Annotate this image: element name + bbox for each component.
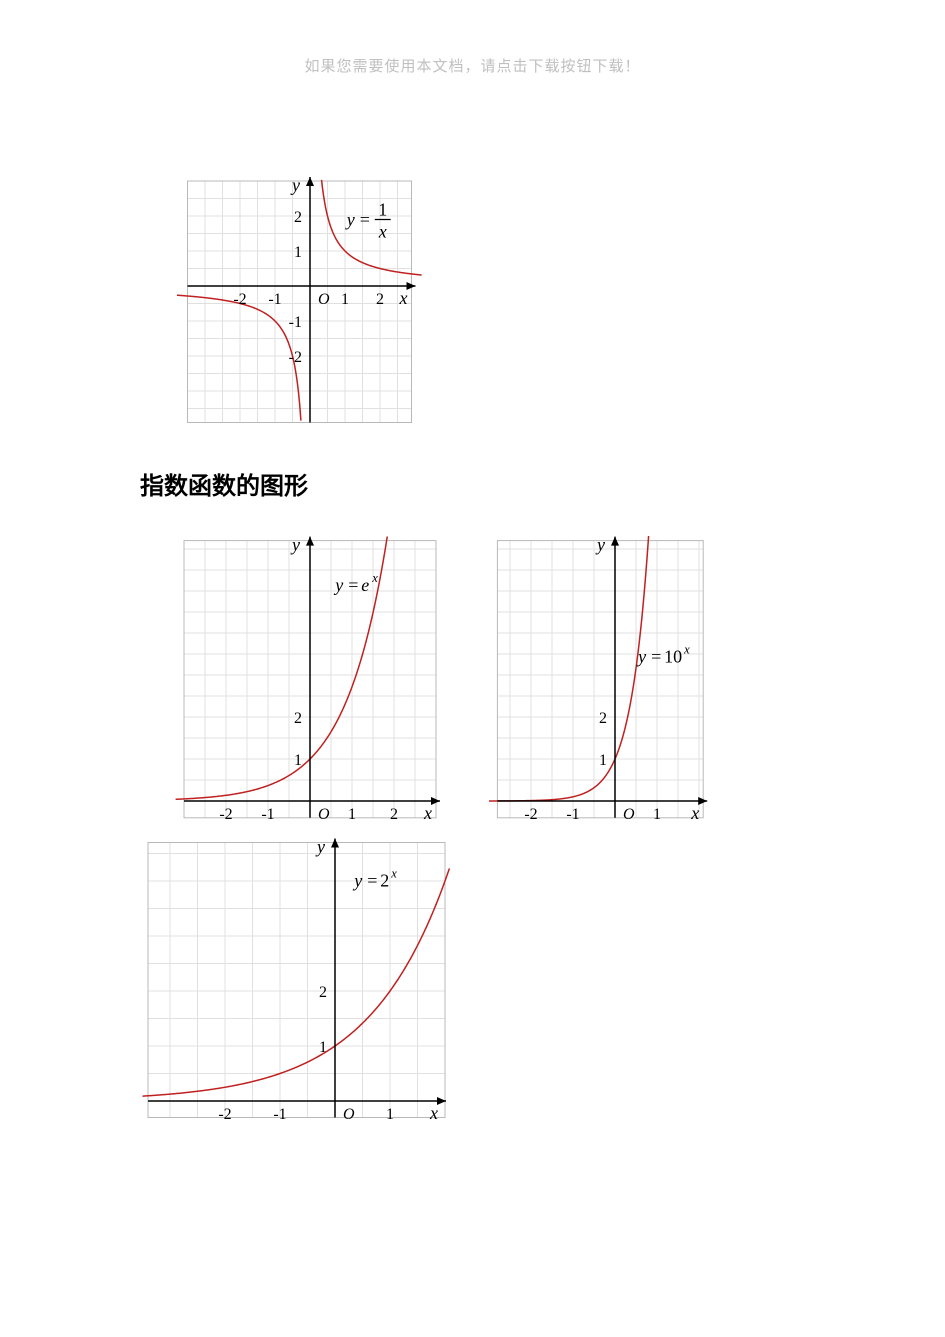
svg-text:x: x [390, 867, 397, 881]
svg-text:1: 1 [319, 1039, 327, 1056]
chart-row-exp-bottom: -2-1112Oxyy=2x [140, 831, 945, 1131]
svg-text:-1: -1 [566, 806, 579, 821]
svg-text:-1: -1 [268, 291, 281, 308]
chart-exp-e: -2-11212Oxyy=ex [160, 521, 455, 821]
svg-text:y: y [345, 210, 355, 230]
svg-text:=: = [651, 646, 661, 666]
svg-text:x: x [423, 803, 432, 821]
svg-text:O: O [343, 1106, 355, 1121]
svg-text:-2: -2 [524, 806, 537, 821]
svg-text:e: e [361, 575, 369, 595]
svg-text:=: = [348, 575, 358, 595]
svg-text:-2: -2 [289, 349, 302, 366]
svg-text:x: x [399, 288, 408, 308]
svg-text:y: y [315, 837, 325, 857]
svg-text:y: y [352, 871, 362, 891]
svg-text:2: 2 [599, 710, 607, 727]
svg-text:-1: -1 [289, 314, 302, 331]
svg-text:1: 1 [294, 244, 302, 261]
svg-text:y: y [290, 175, 300, 195]
svg-text:y: y [290, 535, 300, 555]
svg-text:x: x [683, 642, 690, 656]
svg-text:O: O [318, 806, 330, 821]
svg-text:x: x [690, 803, 699, 821]
svg-text:x: x [378, 222, 387, 242]
chart-row-reciprocal: -2-112-2-112Oxyy=1x [160, 116, 945, 436]
svg-text:-2: -2 [233, 291, 246, 308]
document-page: 如果您需要使用本文档，请点击下载按钮下载！ -2-112-2-112Oxyy=1… [0, 0, 945, 1171]
chart-reciprocal: -2-112-2-112Oxyy=1x [160, 116, 430, 426]
svg-text:2: 2 [319, 984, 327, 1001]
svg-text:1: 1 [341, 291, 349, 308]
svg-text:=: = [360, 210, 370, 230]
svg-text:1: 1 [599, 752, 607, 769]
svg-text:y: y [333, 575, 343, 595]
section-heading: 指数函数的图形 [140, 466, 945, 501]
svg-text:1: 1 [653, 806, 661, 821]
svg-text:y: y [636, 646, 646, 666]
svg-text:-1: -1 [261, 806, 274, 821]
svg-text:2: 2 [376, 291, 384, 308]
svg-text:2: 2 [294, 209, 302, 226]
svg-text:1: 1 [386, 1106, 394, 1121]
svg-text:-2: -2 [219, 806, 232, 821]
svg-text:1: 1 [294, 752, 302, 769]
chart-exp-2: -2-1112Oxyy=2x [140, 831, 450, 1121]
svg-text:O: O [318, 291, 330, 308]
svg-text:2: 2 [380, 871, 389, 891]
svg-text:O: O [623, 806, 635, 821]
svg-text:1: 1 [348, 806, 356, 821]
svg-text:-2: -2 [218, 1106, 231, 1121]
svg-text:2: 2 [390, 806, 398, 821]
chart-row-exp-top: -2-11212Oxyy=ex -2-1112Oxyy=10x [160, 521, 945, 831]
svg-text:1: 1 [378, 200, 387, 220]
chart-exp-10: -2-1112Oxyy=10x [475, 521, 720, 821]
svg-text:-1: -1 [273, 1106, 286, 1121]
svg-text:=: = [367, 871, 377, 891]
svg-text:y: y [595, 535, 605, 555]
svg-text:10: 10 [664, 646, 682, 666]
svg-text:x: x [371, 571, 378, 585]
header-note: 如果您需要使用本文档，请点击下载按钮下载！ [0, 55, 945, 76]
svg-text:2: 2 [294, 710, 302, 727]
svg-text:x: x [429, 1103, 438, 1121]
